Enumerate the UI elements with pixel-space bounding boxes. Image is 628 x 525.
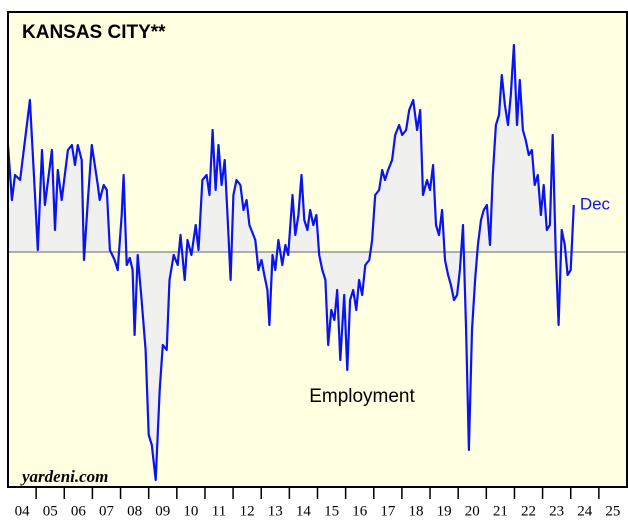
x-tick-label: 15 — [324, 503, 339, 519]
x-tick-label: 23 — [549, 503, 564, 519]
x-tick-label: 22 — [521, 503, 536, 519]
x-tick-label: 21 — [493, 503, 508, 519]
x-tick-label: 25 — [605, 503, 620, 519]
source: yardeni.com — [20, 467, 108, 486]
x-tick-label: 08 — [127, 503, 142, 519]
x-tick-label: 16 — [352, 503, 368, 519]
chart-title: KANSAS CITY** — [22, 22, 166, 43]
x-tick-label: 06 — [71, 503, 87, 519]
x-tick-label: 12 — [240, 503, 255, 519]
x-tick-label: 13 — [268, 503, 283, 519]
x-tick-label: 10 — [183, 503, 198, 519]
plot-area — [6, 43, 627, 482]
area — [8, 45, 574, 480]
line — [6, 43, 575, 482]
x-tick-label: 11 — [212, 503, 226, 519]
x-tick-label: 18 — [408, 503, 423, 519]
x-tick-label: 24 — [577, 503, 593, 519]
end-label: Dec — [580, 194, 611, 213]
annotation: Employment — [309, 386, 415, 407]
x-tick-label: 19 — [437, 503, 452, 519]
x-tick-label: 17 — [380, 503, 396, 519]
x-tick-label: 04 — [15, 503, 31, 519]
x-tick-label: 05 — [43, 503, 58, 519]
x-tick-label: 20 — [465, 503, 480, 519]
x-tick-label: 09 — [155, 503, 170, 519]
x-tick-label: 07 — [99, 503, 115, 519]
x-tick-label: 14 — [296, 503, 312, 519]
